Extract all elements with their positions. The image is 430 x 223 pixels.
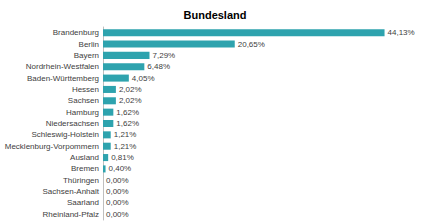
svg-text:0,00%: 0,00% <box>106 176 129 185</box>
svg-text:Bayern: Bayern <box>74 51 99 60</box>
svg-text:Brandenburg: Brandenburg <box>53 28 99 37</box>
svg-text:Berlin: Berlin <box>79 40 99 49</box>
svg-text:7,29%: 7,29% <box>153 51 176 60</box>
svg-text:Saarland: Saarland <box>67 198 99 207</box>
svg-text:Niedersachsen: Niedersachsen <box>46 119 99 128</box>
svg-text:Bundesland: Bundesland <box>184 9 247 21</box>
svg-text:Ausland: Ausland <box>70 153 99 162</box>
svg-text:1,21%: 1,21% <box>114 130 137 139</box>
svg-text:2,02%: 2,02% <box>119 96 142 105</box>
svg-text:0,00%: 0,00% <box>106 210 129 219</box>
svg-text:1,62%: 1,62% <box>116 108 139 117</box>
svg-text:Mecklenburg-Vorpommern: Mecklenburg-Vorpommern <box>5 142 99 151</box>
svg-text:Hamburg: Hamburg <box>66 108 99 117</box>
svg-text:Baden-Württemberg: Baden-Württemberg <box>27 74 99 83</box>
svg-text:1,21%: 1,21% <box>114 142 137 151</box>
svg-text:2,02%: 2,02% <box>119 85 142 94</box>
svg-text:0,81%: 0,81% <box>111 153 134 162</box>
svg-text:0,00%: 0,00% <box>106 187 129 196</box>
svg-text:Thüringen: Thüringen <box>63 176 99 185</box>
svg-text:Bremen: Bremen <box>71 164 99 173</box>
svg-text:Sachsen: Sachsen <box>68 96 99 105</box>
svg-text:44,13%: 44,13% <box>388 28 415 37</box>
svg-text:6,48%: 6,48% <box>147 62 170 71</box>
svg-text:Hessen: Hessen <box>72 85 99 94</box>
svg-text:Rheinland-Pfalz: Rheinland-Pfalz <box>43 210 99 219</box>
svg-text:1,62%: 1,62% <box>116 119 139 128</box>
svg-text:Sachsen-Anhalt: Sachsen-Anhalt <box>43 187 100 196</box>
svg-text:Nordrhein-Westfalen: Nordrhein-Westfalen <box>26 62 99 71</box>
svg-text:Schleswig-Holstein: Schleswig-Holstein <box>31 130 99 139</box>
svg-text:4,05%: 4,05% <box>132 74 155 83</box>
svg-text:0,00%: 0,00% <box>106 198 129 207</box>
svg-text:20,65%: 20,65% <box>238 40 265 49</box>
svg-text:0,40%: 0,40% <box>109 164 132 173</box>
